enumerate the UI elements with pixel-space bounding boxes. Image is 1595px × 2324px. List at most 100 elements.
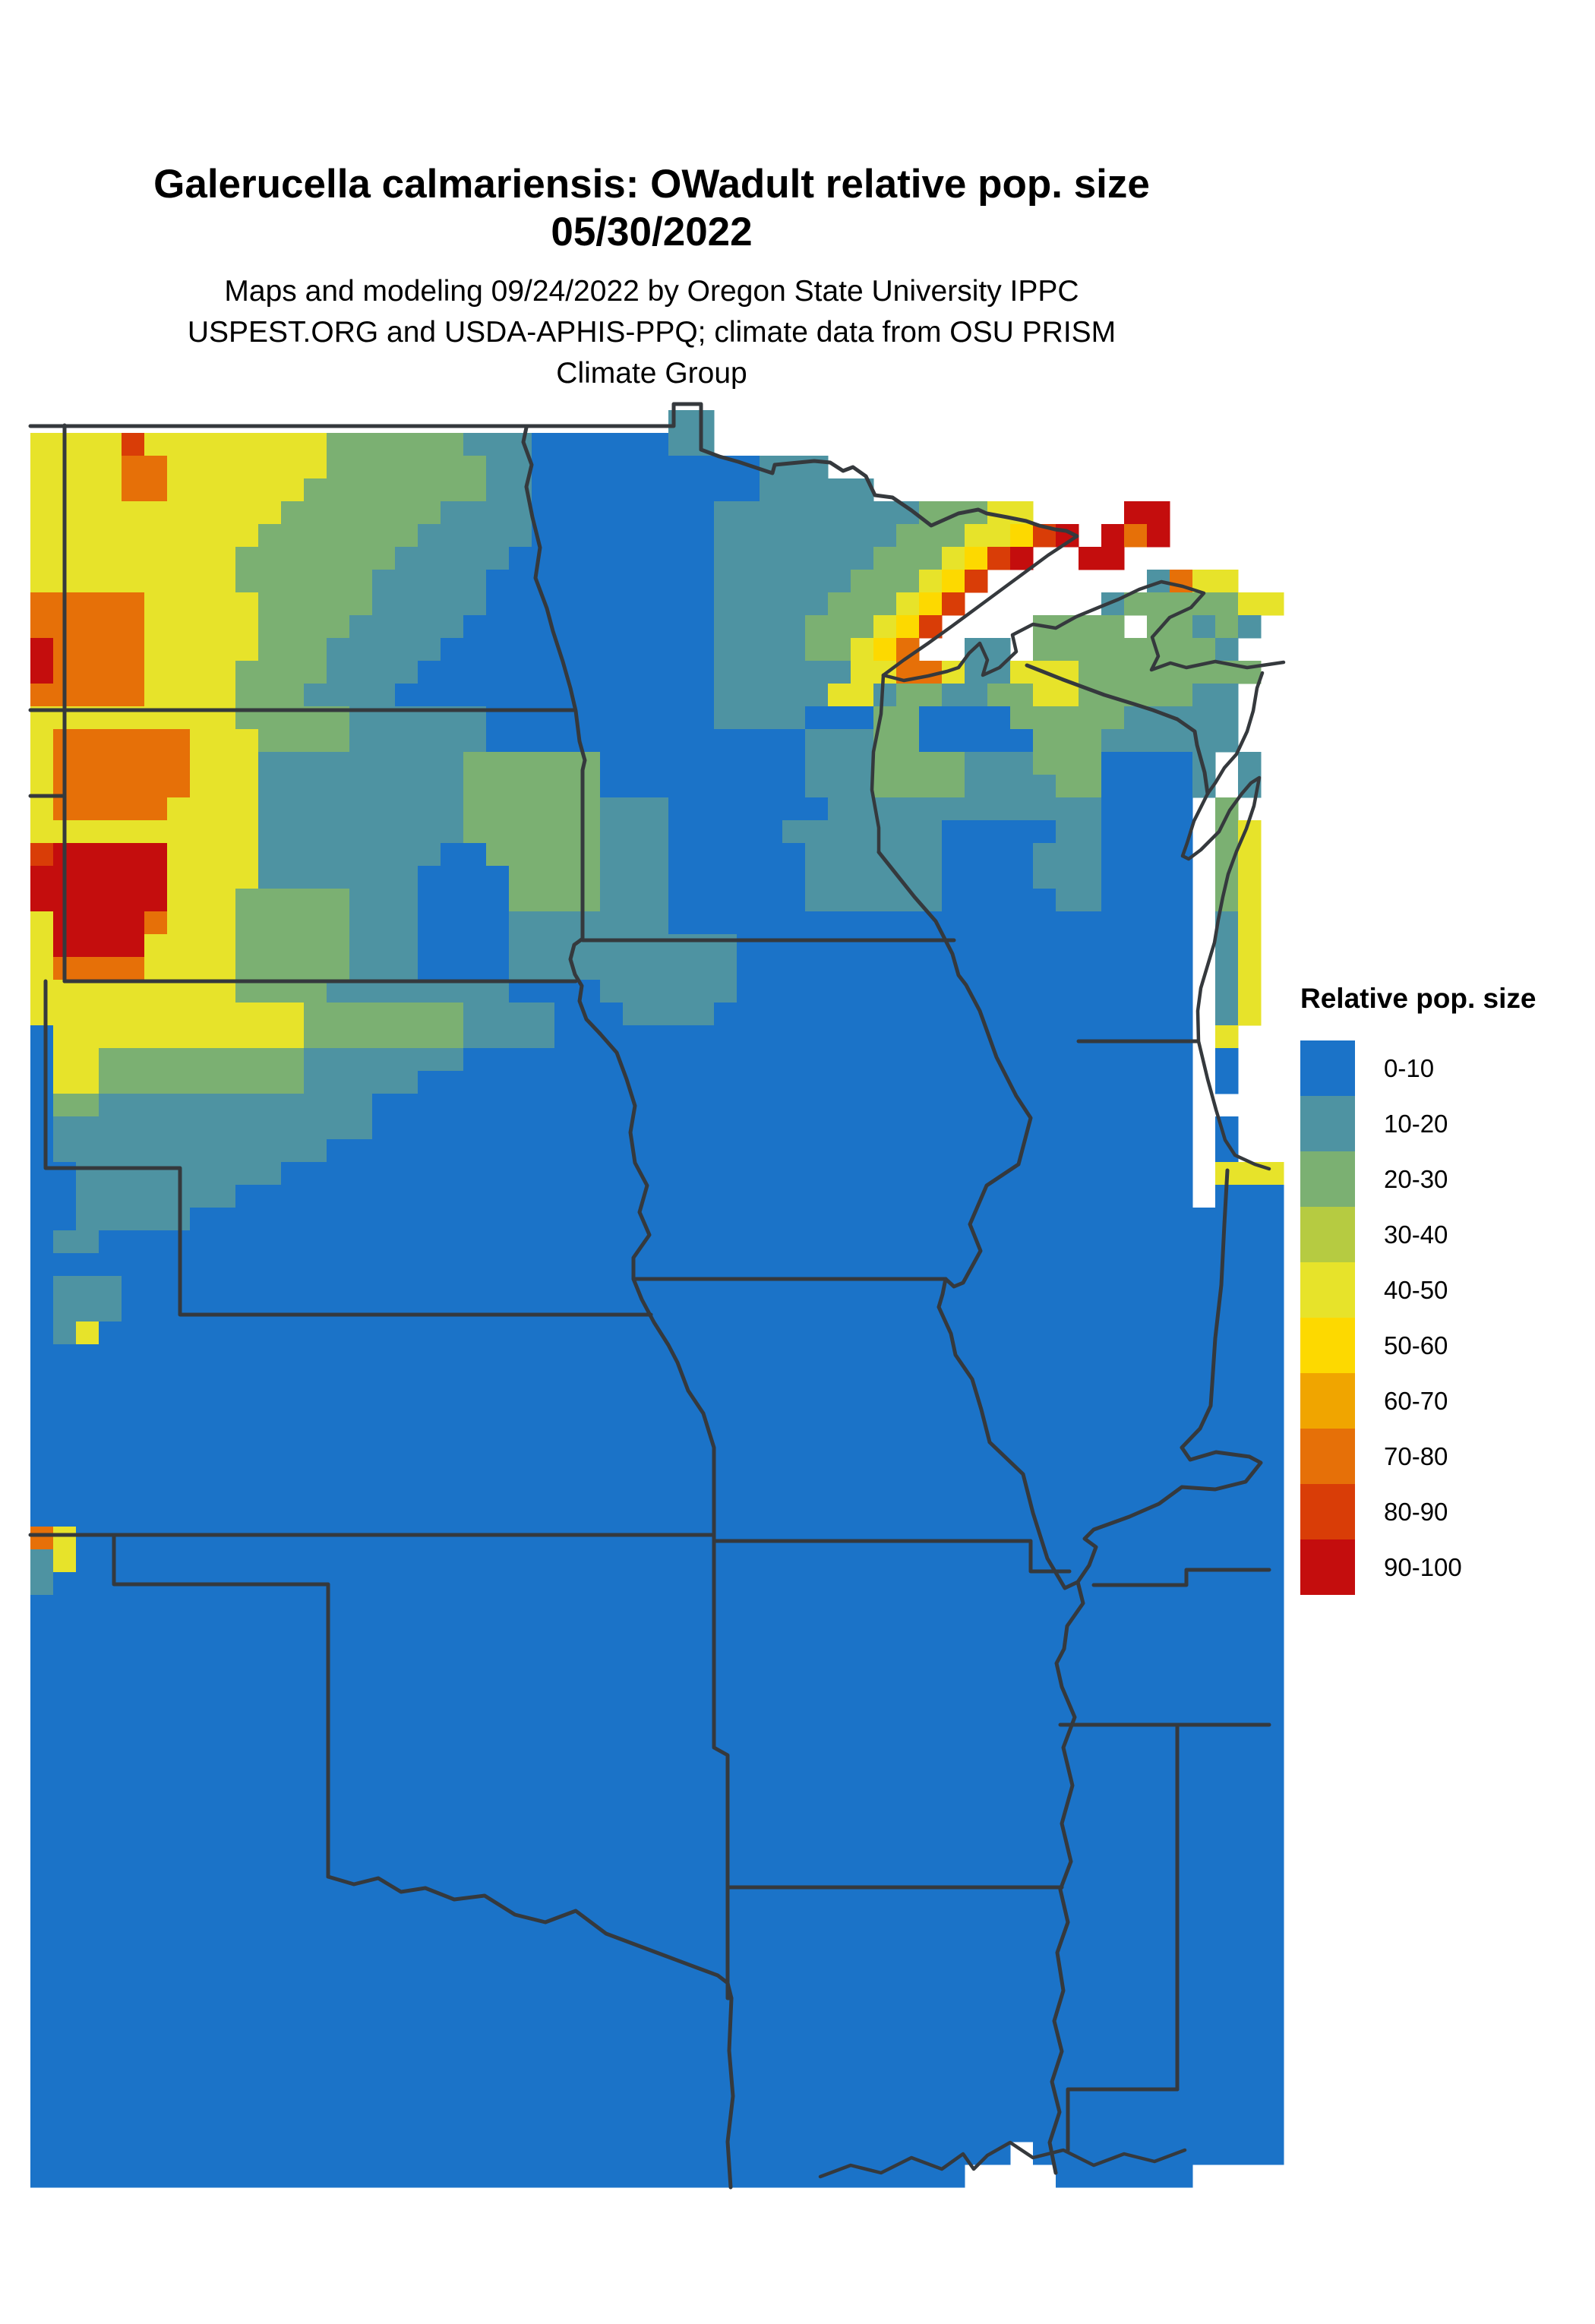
raster-cell: [1033, 1299, 1056, 1322]
raster-cell: [258, 2051, 282, 2074]
raster-cell: [1010, 843, 1034, 867]
raster-cell: [122, 1253, 145, 1277]
raster-cell: [646, 775, 669, 798]
raster-cell: [896, 2096, 920, 2120]
raster-cell: [509, 524, 532, 548]
raster-cell: [144, 1162, 168, 1186]
raster-cell: [349, 1549, 373, 1573]
raster-cell: [577, 1618, 601, 1641]
raster-cell: [30, 2119, 54, 2142]
raster-cell: [1238, 911, 1262, 935]
raster-cell: [714, 1230, 737, 1254]
raster-cell: [349, 1504, 373, 1527]
raster-cell: [760, 1982, 783, 2006]
raster-cell: [441, 433, 464, 456]
raster-cell: [213, 1481, 236, 1505]
raster-cell: [782, 1481, 806, 1505]
raster-cell: [691, 1003, 715, 1026]
raster-cell: [281, 661, 305, 684]
raster-cell: [1079, 1891, 1102, 1915]
raster-cell: [99, 684, 122, 707]
raster-cell: [258, 1116, 282, 1140]
raster-cell: [372, 2096, 396, 2120]
raster-cell: [258, 2119, 282, 2142]
raster-cell: [577, 524, 601, 548]
raster-cell: [281, 1116, 305, 1140]
raster-cell: [213, 775, 236, 798]
raster-cell: [235, 1527, 259, 1550]
raster-cell: [441, 1777, 464, 1801]
raster-cell: [372, 1937, 396, 1960]
raster-cell: [873, 1230, 897, 1254]
raster-cell: [76, 2073, 99, 2097]
raster-cell: [509, 797, 532, 821]
raster-cell: [1079, 1208, 1102, 1231]
raster-cell: [805, 1800, 829, 1824]
raster-cell: [896, 2028, 920, 2051]
raster-cell: [1010, 1982, 1034, 2006]
raster-cell: [213, 1868, 236, 1892]
raster-cell: [418, 1344, 441, 1368]
raster-cell: [1056, 843, 1079, 867]
raster-cell: [1079, 1481, 1102, 1505]
raster-cell: [327, 1299, 350, 1322]
raster-cell: [691, 1777, 715, 1801]
raster-cell: [281, 2165, 305, 2188]
raster-cell: [486, 1937, 510, 1960]
raster-cell: [1261, 1276, 1284, 1299]
raster-cell: [99, 1618, 122, 1641]
raster-cell: [327, 752, 350, 775]
raster-cell: [99, 2028, 122, 2051]
raster-cell: [714, 2051, 737, 2074]
raster-cell: [349, 1230, 373, 1254]
raster-cell: [1238, 1754, 1262, 1778]
raster-cell: [1124, 1754, 1148, 1778]
raster-cell: [737, 1732, 760, 1755]
raster-cell: [395, 1937, 418, 1960]
legend-swatch: [1300, 1207, 1355, 1262]
raster-cell: [509, 1299, 532, 1322]
raster-cell: [1215, 1686, 1239, 1710]
raster-cell: [805, 889, 829, 912]
raster-cell: [737, 1162, 760, 1186]
raster-cell: [623, 889, 646, 912]
raster-cell: [1124, 843, 1148, 867]
raster-cell: [486, 2096, 510, 2120]
raster-cell: [965, 2005, 988, 2029]
raster-cell: [828, 1846, 851, 1869]
raster-cell: [349, 934, 373, 958]
raster-cell: [441, 638, 464, 662]
raster-cell: [327, 1504, 350, 1527]
raster-cell: [577, 501, 601, 525]
raster-cell: [919, 1116, 943, 1140]
raster-cell: [782, 1003, 806, 1026]
raster-cell: [418, 456, 441, 479]
raster-cell: [1124, 1686, 1148, 1710]
raster-cell: [691, 889, 715, 912]
raster-cell: [691, 1732, 715, 1755]
raster-cell: [395, 1572, 418, 1596]
raster-cell: [691, 980, 715, 1003]
raster-cell: [760, 1162, 783, 1186]
raster-cell: [873, 1572, 897, 1596]
raster-cell: [942, 729, 965, 753]
raster-cell: [782, 1230, 806, 1254]
raster-cell: [1056, 1071, 1079, 1094]
raster-cell: [30, 1116, 54, 1140]
raster-cell: [987, 1823, 1011, 1846]
raster-cell: [327, 1572, 350, 1596]
raster-cell: [532, 820, 555, 844]
raster-cell: [896, 706, 920, 730]
raster-cell: [942, 1891, 965, 1915]
raster-cell: [486, 1868, 510, 1892]
raster-cell: [737, 1094, 760, 1117]
raster-cell: [122, 866, 145, 889]
raster-cell: [1079, 1139, 1102, 1163]
raster-cell: [873, 1321, 897, 1345]
raster-cell: [714, 1959, 737, 1983]
raster-cell: [987, 1185, 1011, 1208]
raster-cell: [1056, 1025, 1079, 1049]
raster-cell: [987, 957, 1011, 980]
raster-cell: [190, 1549, 213, 1573]
raster-cell: [691, 1572, 715, 1596]
